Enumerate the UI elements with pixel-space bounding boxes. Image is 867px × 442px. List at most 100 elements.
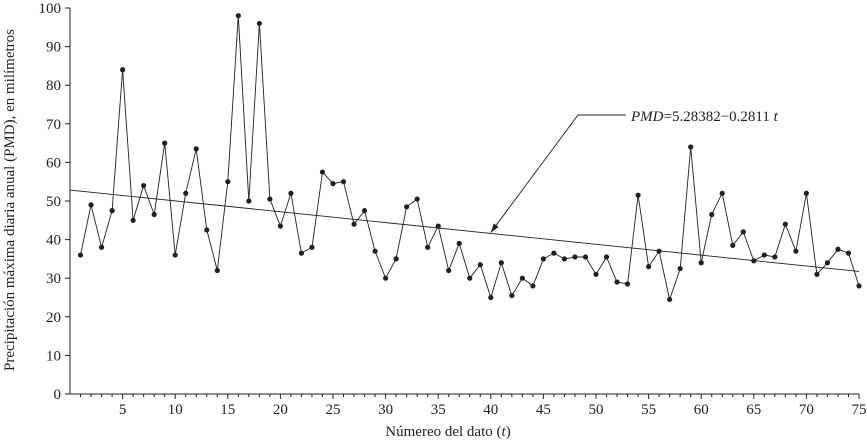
data-point-55: [646, 264, 652, 270]
data-point-22: [298, 250, 305, 256]
data-point-37: [456, 240, 462, 247]
data-point-14: [214, 267, 220, 274]
data-point-56: [656, 248, 662, 254]
x-tick-label-10: 10: [168, 402, 183, 418]
y-ticks: 0 10 20 30 40 50 60 70 80 90 100: [39, 1, 70, 403]
data-point-27: [351, 221, 357, 227]
data-point-29: [372, 248, 378, 254]
y-tick-label-0: 0: [54, 387, 62, 403]
x-tick-label-50: 50: [589, 402, 604, 418]
y-tick-label-70: 70: [46, 117, 61, 133]
data-point-25: [330, 181, 336, 187]
x-tick-label-15: 15: [220, 402, 235, 418]
y-tick-label-80: 80: [46, 78, 61, 94]
x-tick-label-30: 30: [378, 402, 393, 418]
data-point-28: [361, 208, 368, 214]
data-point-4: [109, 208, 115, 214]
data-point-42: [509, 292, 515, 299]
data-point-12: [193, 146, 199, 152]
data-point-18: [256, 20, 262, 27]
x-axis-title-main: Númereo del dato (: [385, 424, 501, 440]
data-point-69: [793, 248, 799, 254]
data-point-16: [235, 13, 241, 19]
data-point-63: [730, 242, 736, 248]
data-point-53: [624, 281, 631, 287]
data-point-58: [677, 265, 683, 272]
data-point-35: [435, 223, 441, 229]
data-point-34: [425, 244, 431, 250]
y-tick-label-60: 60: [46, 155, 61, 171]
data-point-61: [709, 211, 715, 218]
data-point-11: [183, 190, 189, 196]
data-point-36: [446, 267, 452, 274]
data-point-50: [593, 271, 599, 277]
data-point-40: [488, 294, 494, 301]
data-point-2: [88, 202, 94, 208]
data-point-19: [267, 196, 273, 202]
data-point-66: [761, 252, 767, 258]
data-point-70: [803, 190, 810, 196]
data-point-21: [288, 190, 294, 196]
data-point-6: [130, 217, 136, 223]
data-point-38: [467, 275, 473, 281]
y-tick-label-100: 100: [39, 1, 62, 17]
data-point-13: [204, 227, 210, 233]
y-axis-title: Precipitación máxima diaria anual (PMD),…: [2, 29, 18, 371]
data-point-26: [340, 179, 347, 185]
data-point-32: [404, 204, 410, 210]
trendline: [69, 189, 860, 272]
data-point-10: [172, 252, 178, 258]
y-tick-label-10: 10: [46, 348, 61, 364]
axes: 0 10 20 30 40 50 60 70 80 90 100 5 10 15 20 25 30 35 40 45…: [39, 1, 867, 418]
data-point-31: [393, 256, 399, 262]
data-point-9: [162, 140, 168, 146]
data-point-17: [246, 198, 252, 204]
x-tick-label-55: 55: [641, 402, 656, 418]
data-point-46: [551, 250, 557, 256]
x-tick-label-20: 20: [273, 402, 288, 418]
data-point-65: [751, 258, 757, 264]
data-point-20: [277, 223, 283, 229]
x-tick-label-40: 40: [483, 402, 498, 418]
trend-equation-var: PMD: [630, 109, 664, 125]
data-point-24: [319, 169, 326, 175]
data-point-41: [498, 260, 504, 266]
data-point-67: [772, 254, 778, 260]
data-point-73: [835, 246, 841, 252]
trend-equation: PMD=5.28382−0.2811 t: [630, 109, 779, 125]
data-point-3: [98, 244, 105, 250]
y-tick-label-30: 30: [46, 271, 61, 287]
data-point-47: [561, 256, 568, 262]
x-tick-label-35: 35: [431, 402, 446, 418]
data-point-74: [845, 250, 852, 256]
data-point-23: [309, 244, 315, 250]
x-tick-label-75: 75: [852, 402, 867, 418]
data-point-43: [519, 275, 525, 281]
data-point-45: [540, 256, 547, 262]
y-tick-label-40: 40: [46, 233, 61, 249]
data-point-60: [698, 260, 704, 266]
trend-equation-t: t: [774, 109, 779, 125]
data-point-1: [77, 252, 84, 258]
data-point-68: [782, 221, 788, 227]
data-point-71: [814, 271, 820, 277]
x-ticks: 5 10 15 20 25 30 35 40 45 50 55 60 65 70 75: [80, 394, 867, 418]
x-tick-label-25: 25: [326, 402, 341, 418]
data-point-59: [688, 144, 694, 150]
y-tick-label-20: 20: [46, 310, 61, 326]
x-tick-label-45: 45: [536, 402, 551, 418]
data-point-39: [477, 262, 483, 268]
data-point-54: [635, 192, 641, 198]
data-point-62: [719, 190, 725, 196]
series-line-pmd: [80, 15, 860, 302]
data-point-64: [740, 229, 746, 235]
data-point-48: [572, 254, 578, 260]
data-point-44: [530, 283, 536, 289]
series-points: [77, 13, 862, 303]
data-point-7: [141, 182, 147, 189]
data-point-52: [614, 279, 620, 285]
data-point-30: [383, 275, 389, 281]
trend-equation-body: =5.28382−0.2811: [664, 109, 774, 125]
data-point-5: [120, 67, 126, 73]
